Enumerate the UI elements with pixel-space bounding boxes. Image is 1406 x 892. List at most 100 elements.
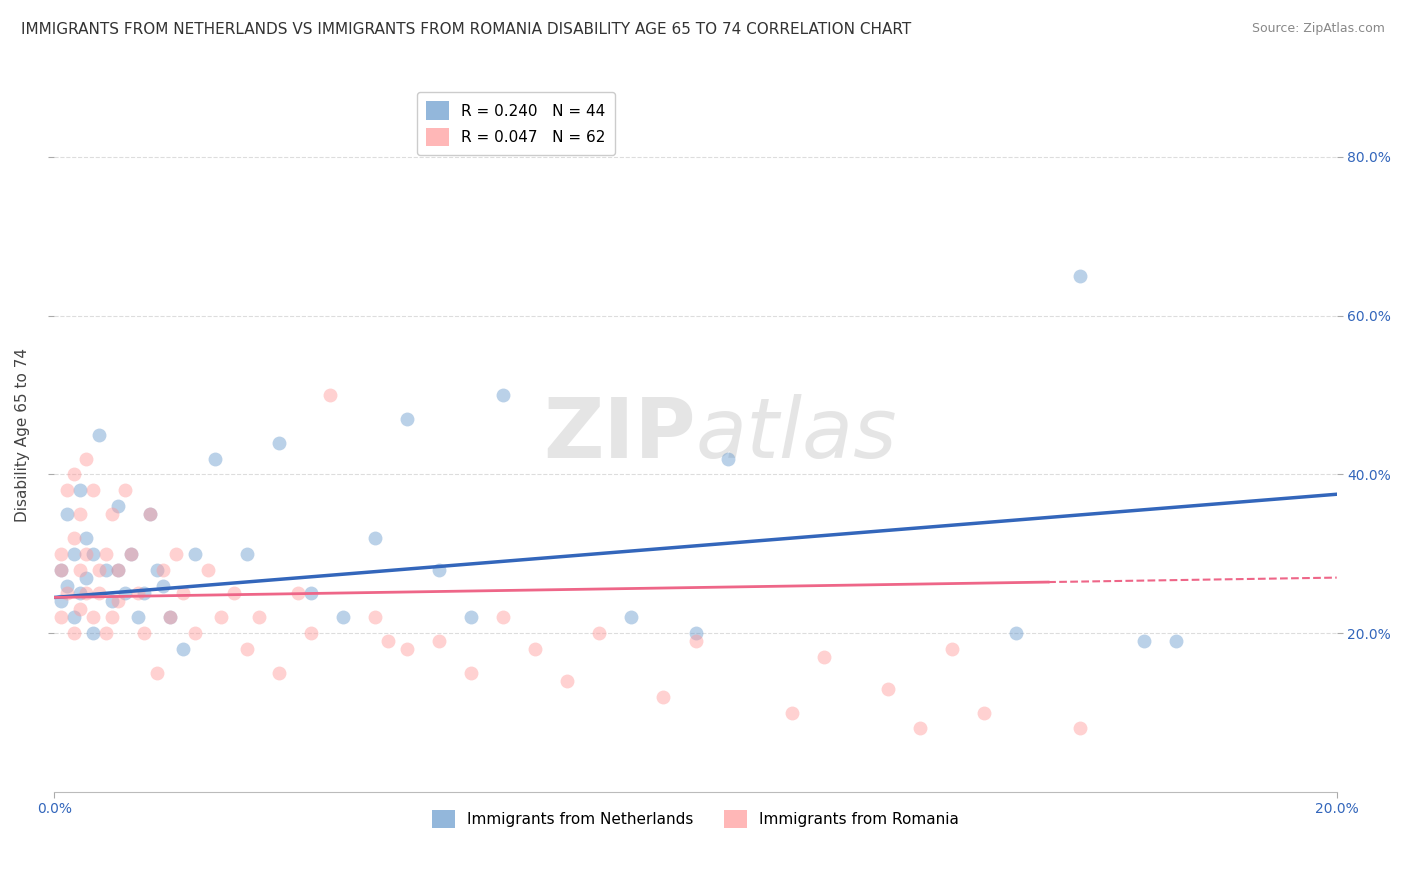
Legend: Immigrants from Netherlands, Immigrants from Romania: Immigrants from Netherlands, Immigrants … <box>426 804 965 834</box>
Point <box>89 563 111 577</box>
Point <box>56 483 79 498</box>
Point <box>69 563 91 577</box>
Point <box>56 578 79 592</box>
Point <box>75 586 97 600</box>
Point <box>555 673 578 688</box>
Point <box>107 499 129 513</box>
Point <box>56 507 79 521</box>
Point <box>107 563 129 577</box>
Point <box>395 412 418 426</box>
Point <box>299 586 322 600</box>
Point <box>941 642 963 657</box>
Point <box>94 626 117 640</box>
Text: Source: ZipAtlas.com: Source: ZipAtlas.com <box>1251 22 1385 36</box>
Point <box>139 507 162 521</box>
Point <box>222 586 245 600</box>
Point <box>524 642 547 657</box>
Point <box>82 483 104 498</box>
Point <box>235 547 257 561</box>
Point <box>685 634 707 648</box>
Point <box>62 531 84 545</box>
Point <box>876 681 898 696</box>
Point <box>132 626 155 640</box>
Point <box>652 690 675 704</box>
Point <box>1133 634 1156 648</box>
Point <box>1005 626 1028 640</box>
Point <box>62 626 84 640</box>
Point <box>364 610 387 624</box>
Point <box>94 563 117 577</box>
Point <box>287 586 309 600</box>
Point <box>120 547 142 561</box>
Point <box>75 451 97 466</box>
Point <box>101 594 124 608</box>
Y-axis label: Disability Age 65 to 74: Disability Age 65 to 74 <box>15 348 30 522</box>
Text: ZIP: ZIP <box>543 394 696 475</box>
Point <box>82 547 104 561</box>
Point <box>152 563 174 577</box>
Point <box>197 563 219 577</box>
Point <box>82 626 104 640</box>
Point <box>62 610 84 624</box>
Point <box>1166 634 1188 648</box>
Point <box>89 427 111 442</box>
Point <box>364 531 387 545</box>
Point <box>319 388 342 402</box>
Point <box>267 665 290 680</box>
Point <box>1069 268 1091 283</box>
Point <box>377 634 399 648</box>
Point <box>973 706 995 720</box>
Point <box>159 610 181 624</box>
Point <box>62 467 84 482</box>
Point <box>146 563 169 577</box>
Point <box>152 578 174 592</box>
Point <box>685 626 707 640</box>
Point <box>716 451 738 466</box>
Point <box>75 571 97 585</box>
Point <box>49 563 72 577</box>
Point <box>813 650 835 665</box>
Point <box>249 610 271 624</box>
Text: IMMIGRANTS FROM NETHERLANDS VS IMMIGRANTS FROM ROMANIA DISABILITY AGE 65 TO 74 C: IMMIGRANTS FROM NETHERLANDS VS IMMIGRANT… <box>21 22 911 37</box>
Point <box>620 610 643 624</box>
Point <box>460 610 482 624</box>
Point <box>395 642 418 657</box>
Point <box>101 610 124 624</box>
Point <box>299 626 322 640</box>
Point <box>184 626 207 640</box>
Point <box>146 665 169 680</box>
Point <box>82 610 104 624</box>
Point <box>107 594 129 608</box>
Point <box>132 586 155 600</box>
Point <box>75 547 97 561</box>
Point <box>139 507 162 521</box>
Point <box>69 483 91 498</box>
Point <box>588 626 610 640</box>
Point <box>69 507 91 521</box>
Point <box>127 586 149 600</box>
Point <box>492 388 515 402</box>
Point <box>267 435 290 450</box>
Point <box>127 610 149 624</box>
Point <box>62 547 84 561</box>
Point <box>101 507 124 521</box>
Text: atlas: atlas <box>696 394 897 475</box>
Point <box>94 547 117 561</box>
Point <box>427 634 450 648</box>
Point <box>908 722 931 736</box>
Point <box>159 610 181 624</box>
Point <box>107 563 129 577</box>
Point <box>75 531 97 545</box>
Point <box>49 594 72 608</box>
Point <box>49 610 72 624</box>
Point <box>120 547 142 561</box>
Point <box>184 547 207 561</box>
Point <box>172 642 194 657</box>
Point <box>460 665 482 680</box>
Point <box>89 586 111 600</box>
Point <box>780 706 803 720</box>
Point <box>49 563 72 577</box>
Point <box>49 547 72 561</box>
Point <box>69 602 91 616</box>
Point <box>172 586 194 600</box>
